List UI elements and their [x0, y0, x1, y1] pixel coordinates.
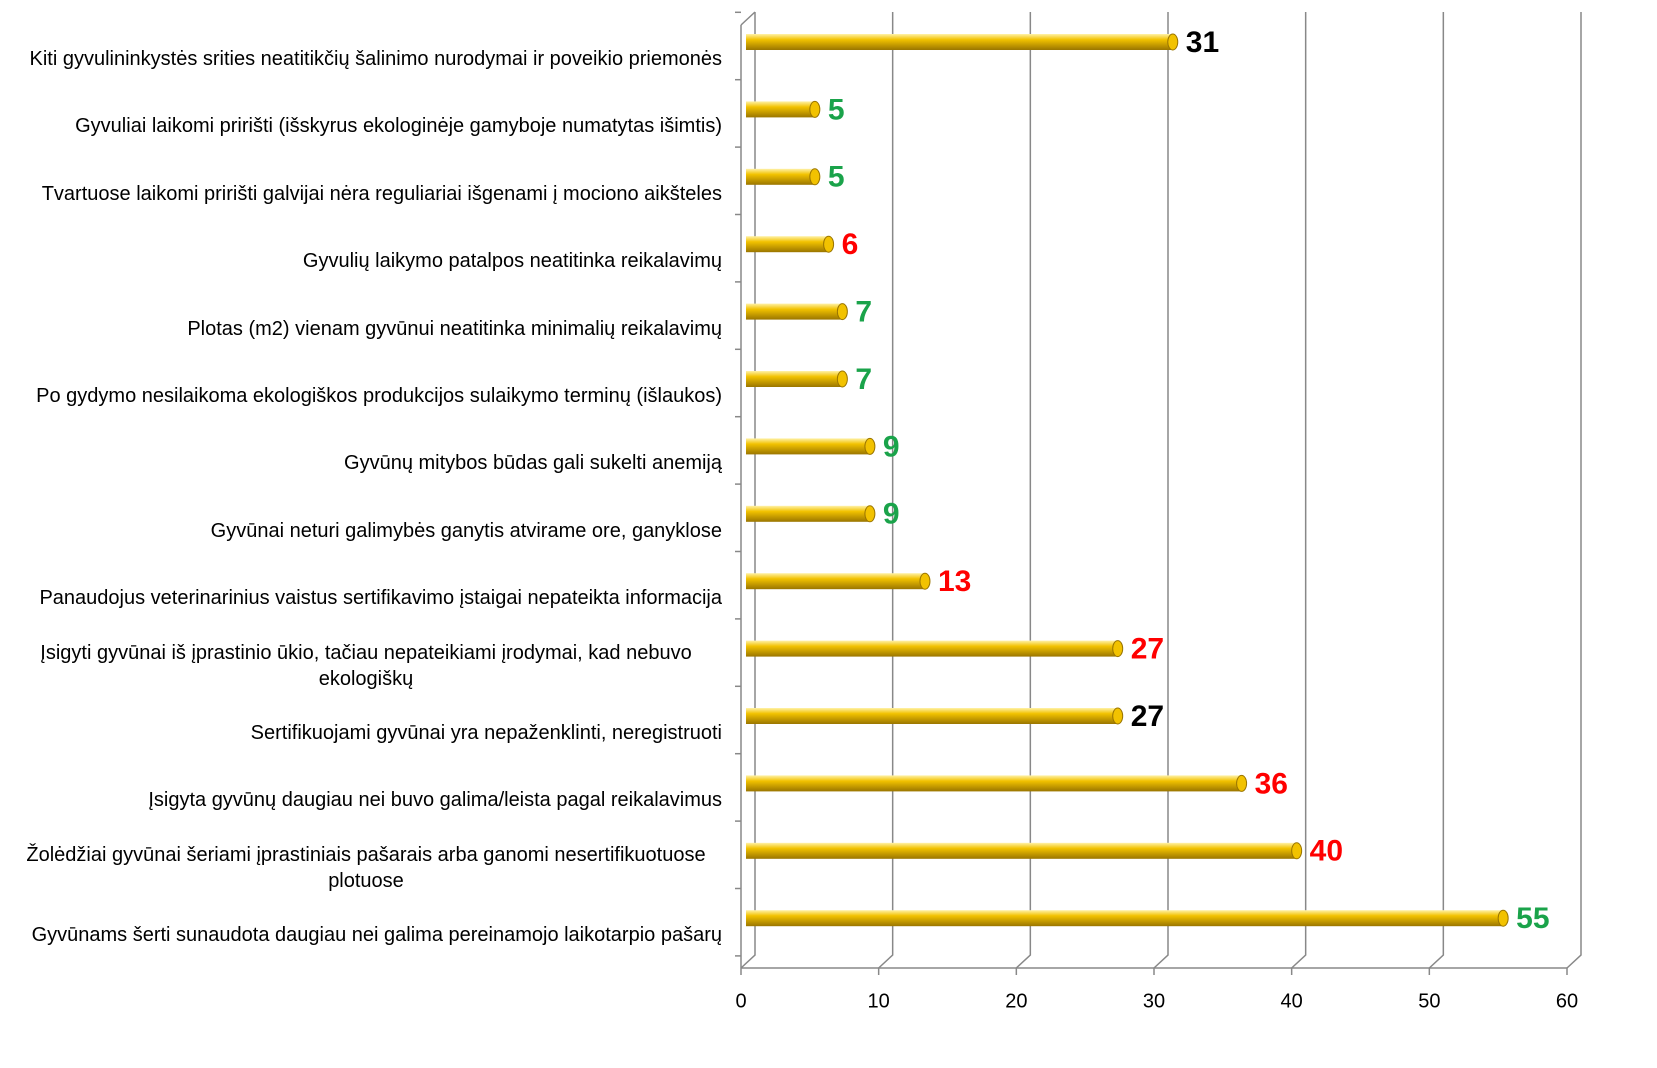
- grid-line: [1428, 12, 1445, 969]
- category-label: Po gydymo nesilaikoma ekologiškos produk…: [36, 385, 722, 407]
- bar-cap: [1112, 640, 1124, 658]
- value-label: 5: [828, 93, 845, 126]
- category-label-box: Tvartuose laikomi pririšti galvijai nėra…: [0, 181, 722, 207]
- value-label: 9: [883, 430, 900, 463]
- bar: [746, 708, 1118, 724]
- grid-line: [1291, 12, 1307, 969]
- value-label: 27: [1131, 633, 1164, 666]
- category-label-box: Gyvūnams šerti sunaudota daugiau nei gal…: [0, 922, 722, 948]
- x-tick-label: 10: [868, 990, 890, 1012]
- bar-cap: [1167, 33, 1179, 51]
- category-label: Gyvuliai laikomi pririšti (išskyrus ekol…: [75, 115, 722, 138]
- bar: [746, 842, 1297, 859]
- value-label: 13: [938, 565, 971, 598]
- x-tick-label: 60: [1556, 990, 1578, 1012]
- x-tick-label: 40: [1281, 990, 1303, 1012]
- bar-cap: [1112, 707, 1124, 725]
- value-label: 55: [1516, 902, 1549, 935]
- grid-line: [740, 12, 756, 969]
- category-label: Gyvulių laikymo patalpos neatitinka reik…: [302, 250, 722, 273]
- value-label: 6: [842, 228, 859, 261]
- bar-cap: [836, 303, 848, 321]
- category-label-box: Panaudojus veterinarinius vaistus sertif…: [0, 585, 722, 611]
- category-label: Įsigyta gyvūnų daugiau nei buvo galima/l…: [148, 789, 722, 812]
- left-wall-top: [740, 11, 756, 26]
- x-tick-label: 50: [1418, 990, 1440, 1012]
- category-label-box: Įsigyti gyvūnai iš įprastinio ūkio, tači…: [0, 640, 722, 692]
- value-label: 27: [1131, 700, 1164, 733]
- x-tick-label: 0: [735, 990, 746, 1012]
- category-label-box: Sertifikuojami gyvūnai yra nepaženklinti…: [0, 720, 722, 746]
- value-label: 31: [1186, 26, 1219, 59]
- bar-cap: [1497, 909, 1509, 927]
- bar: [746, 101, 815, 118]
- bar: [746, 438, 870, 455]
- bar-cap: [1236, 774, 1248, 792]
- category-label-box: Plotas (m2) vienam gyvūnui neatitinka mi…: [0, 316, 722, 342]
- category-label: Gyvūnams šerti sunaudota daugiau nei gal…: [31, 924, 722, 947]
- category-label-box: Gyvūnų mitybos būdas gali sukelti anemij…: [0, 450, 722, 476]
- value-label: 36: [1255, 767, 1288, 800]
- grid-line: [878, 12, 894, 969]
- category-label-box: Įsigyta gyvūnų daugiau nei buvo galima/l…: [0, 787, 722, 813]
- bar: [746, 168, 815, 185]
- category-label: Žolėdžiai gyvūnai šeriami įprastiniais p…: [26, 843, 706, 892]
- category-label: Panaudojus veterinarinius vaistus sertif…: [39, 587, 722, 610]
- bar: [746, 640, 1118, 657]
- x-tick-label: 30: [1143, 990, 1165, 1012]
- category-label-box: Gyvūnai neturi galimybės ganytis atviram…: [0, 518, 722, 544]
- value-label: 7: [855, 296, 872, 329]
- grid-line: [1153, 12, 1169, 969]
- category-label-box: Gyvulių laikymo patalpos neatitinka reik…: [0, 248, 722, 274]
- bar: [746, 236, 829, 253]
- grid-line: [1015, 12, 1032, 969]
- bar-cap: [836, 370, 848, 388]
- bar: [746, 371, 843, 387]
- category-label: Kiti gyvulininkystės srities neatitikčių…: [29, 48, 723, 70]
- value-label: 7: [855, 363, 872, 396]
- category-label: Tvartuose laikomi pririšti galvijai nėra…: [41, 182, 722, 205]
- bar: [746, 505, 870, 522]
- category-label-box: Po gydymo nesilaikoma ekologiškos produk…: [0, 383, 722, 409]
- category-label: Įsigyti gyvūnai iš įprastinio ūkio, tači…: [40, 641, 692, 690]
- x-tick-label: 20: [1005, 990, 1027, 1012]
- bar-cap: [864, 437, 876, 455]
- bar-cap: [809, 100, 821, 118]
- category-label-box: Gyvuliai laikomi pririšti (išskyrus ekol…: [0, 113, 722, 139]
- bar-cap: [919, 572, 931, 590]
- value-label: 40: [1310, 835, 1343, 868]
- value-label: 5: [828, 161, 845, 194]
- bar-cap: [864, 505, 876, 523]
- bar: [746, 573, 925, 590]
- bar: [746, 910, 1504, 927]
- category-label-box: Žolėdžiai gyvūnai šeriami įprastiniais p…: [0, 842, 722, 894]
- bar: [746, 303, 843, 320]
- category-label-box: Kiti gyvulininkystės srities neatitikčių…: [0, 46, 723, 72]
- grid-line: [1566, 12, 1582, 969]
- category-label: Gyvūnai neturi galimybės ganytis atviram…: [210, 519, 722, 542]
- category-label: Sertifikuojami gyvūnai yra nepaženklinti…: [250, 722, 722, 744]
- category-label: Plotas (m2) vienam gyvūnui neatitinka mi…: [187, 317, 722, 340]
- bar-cap: [823, 235, 835, 253]
- bar-cap: [809, 168, 821, 186]
- bar-cap: [1291, 842, 1303, 860]
- category-label: Gyvūnų mitybos būdas gali sukelti anemij…: [344, 452, 722, 475]
- value-label: 9: [883, 498, 900, 531]
- bar: [746, 775, 1242, 792]
- bar: [746, 34, 1173, 50]
